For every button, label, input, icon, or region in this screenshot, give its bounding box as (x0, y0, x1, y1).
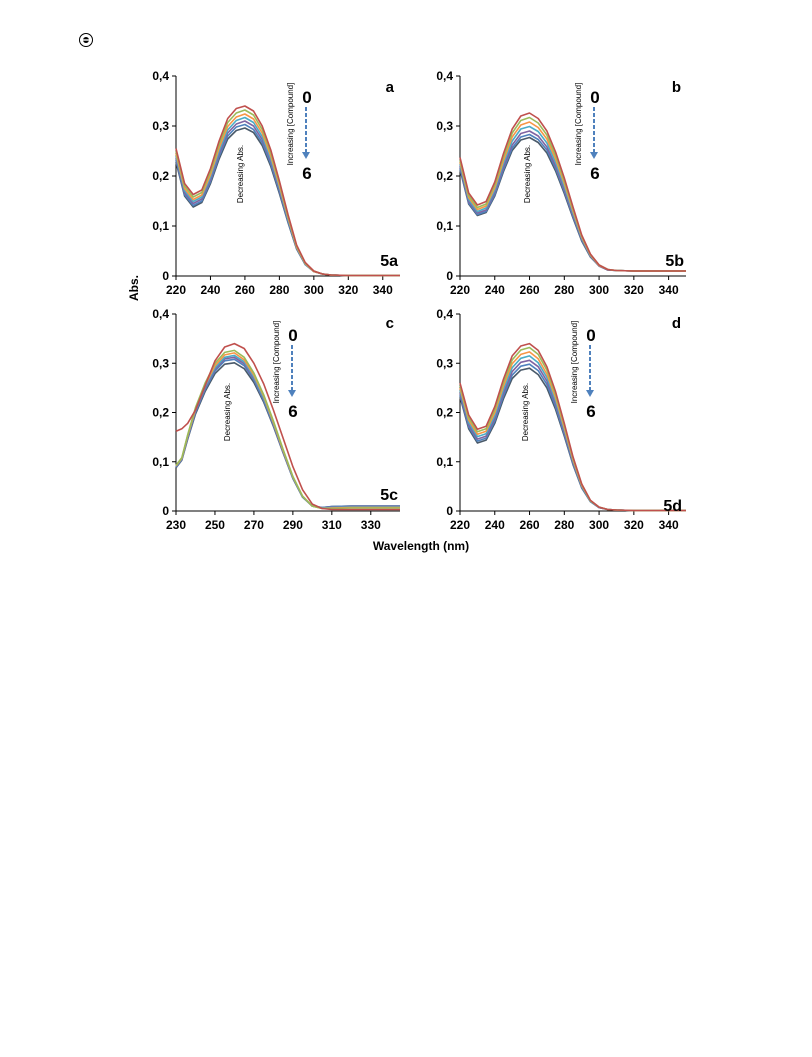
y-tick-label: 0,4 (436, 69, 453, 83)
y-tick-label: 0,3 (436, 119, 453, 133)
arrow-start-label: 0 (302, 88, 311, 107)
panel-letter: d (672, 315, 681, 332)
y-tick-label: 0,1 (152, 455, 169, 469)
series-line-0 (175, 105, 400, 277)
arrow-end-label: 6 (586, 402, 595, 421)
series-line-5 (175, 358, 400, 509)
panel-letter: a (386, 79, 395, 96)
increasing-compound-text: Increasing [Compound] (286, 83, 295, 166)
y-tick-label: 0,1 (152, 219, 169, 233)
x-tick-label: 220 (450, 518, 470, 532)
x-tick-label: 220 (450, 283, 470, 297)
x-tick-label: 300 (304, 283, 324, 297)
x-tick-label: 230 (166, 518, 186, 532)
panel-id-label: 5a (380, 253, 398, 270)
panel-id-label: 5c (380, 487, 398, 504)
x-tick-label: 290 (283, 518, 303, 532)
y-tick-label: 0,2 (152, 406, 169, 420)
arrow-start-label: 0 (288, 326, 297, 345)
x-tick-label: 220 (166, 283, 186, 297)
arrow-down-icon (302, 152, 310, 159)
y-tick-label: 0,1 (436, 455, 453, 469)
y-axis-label: Abs. (127, 275, 141, 301)
series-line-0 (459, 342, 686, 512)
series-line-0 (175, 342, 400, 511)
y-tick-label: 0,4 (436, 307, 453, 321)
x-tick-label: 270 (244, 518, 264, 532)
x-tick-label: 260 (235, 283, 255, 297)
y-tick-label: 0 (162, 269, 169, 283)
x-tick-label: 320 (338, 283, 358, 297)
series-line-0 (459, 112, 686, 272)
arrow-down-icon (288, 390, 296, 397)
arrow-start-label: 0 (590, 88, 599, 107)
series-line-6 (175, 362, 400, 509)
y-tick-label: 0 (446, 504, 453, 518)
x-tick-label: 330 (361, 518, 381, 532)
x-tick-label: 260 (520, 283, 540, 297)
panel-b: 0 0,1 0,2 0,3 0,4 220 240 260 280 300 320 340 b 5b 0 6I… (436, 69, 686, 297)
x-tick-label: 300 (589, 518, 609, 532)
increasing-compound-text: Increasing [Compound] (570, 321, 579, 404)
increasing-compound-text: Increasing [Compound] (272, 321, 281, 404)
x-tick-label: 240 (485, 283, 505, 297)
increasing-compound-text: Increasing [Compound] (574, 83, 583, 166)
y-tick-label: 0,2 (436, 169, 453, 183)
decreasing-abs-text: Decreasing Abs. (523, 145, 532, 203)
panel-a: 0 0,1 0,2 0,3 0,4 220 240 260 280 300 320 340 a 5a 0 6I… (152, 69, 400, 297)
x-tick-label: 280 (554, 283, 574, 297)
arrow-end-label: 6 (590, 164, 599, 183)
x-tick-label: 280 (269, 283, 289, 297)
x-axis-label: Wavelength (nm) (373, 539, 469, 553)
decreasing-abs-text: Decreasing Abs. (236, 145, 245, 203)
panel-c: 0 0,1 0,2 0,3 0,4 230 250 270 290 310 330 c 5c 0 6 Incr… (152, 307, 400, 532)
x-tick-label: 240 (200, 283, 220, 297)
y-tick-label: 0,1 (436, 219, 453, 233)
panel-letter: b (672, 79, 681, 96)
y-tick-label: 0,3 (152, 119, 169, 133)
x-tick-label: 300 (589, 283, 609, 297)
arrow-down-icon (590, 152, 598, 159)
series-line-4 (459, 130, 686, 272)
panel-letter: c (386, 315, 394, 332)
x-tick-label: 340 (659, 283, 679, 297)
decreasing-abs-text: Decreasing Abs. (521, 383, 530, 441)
series-line-1 (175, 349, 400, 510)
y-tick-label: 0,4 (152, 307, 169, 321)
series-line-3 (175, 354, 400, 509)
x-tick-label: 320 (624, 518, 644, 532)
arrow-end-label: 6 (302, 164, 311, 183)
y-tick-label: 0,4 (152, 69, 169, 83)
x-tick-label: 280 (554, 518, 574, 532)
x-tick-label: 260 (520, 518, 540, 532)
x-tick-label: 340 (659, 518, 679, 532)
y-tick-label: 0,3 (436, 356, 453, 370)
arrow-down-icon (586, 390, 594, 397)
x-tick-label: 250 (205, 518, 225, 532)
x-tick-label: 240 (485, 518, 505, 532)
y-tick-label: 0,2 (436, 406, 453, 420)
decreasing-abs-text: Decreasing Abs. (223, 383, 232, 441)
x-tick-label: 310 (322, 518, 342, 532)
panel-id-label: 5b (665, 253, 684, 270)
arrow-end-label: 6 (288, 402, 297, 421)
y-tick-label: 0 (446, 269, 453, 283)
y-tick-label: 0 (162, 504, 169, 518)
series-line-5 (459, 133, 686, 272)
x-tick-label: 320 (624, 283, 644, 297)
panel-id-label: 5d (663, 498, 682, 515)
series-line-4 (175, 356, 400, 509)
arrow-start-label: 0 (586, 326, 595, 345)
x-tick-label: 340 (373, 283, 393, 297)
y-tick-label: 0,2 (152, 169, 169, 183)
panel-d: 0 0,1 0,2 0,3 0,4 220 240 260 280 300 320 340 d 5d 0 6I… (436, 307, 686, 532)
y-tick-label: 0,3 (152, 356, 169, 370)
circled-bullet-icon (79, 33, 93, 47)
